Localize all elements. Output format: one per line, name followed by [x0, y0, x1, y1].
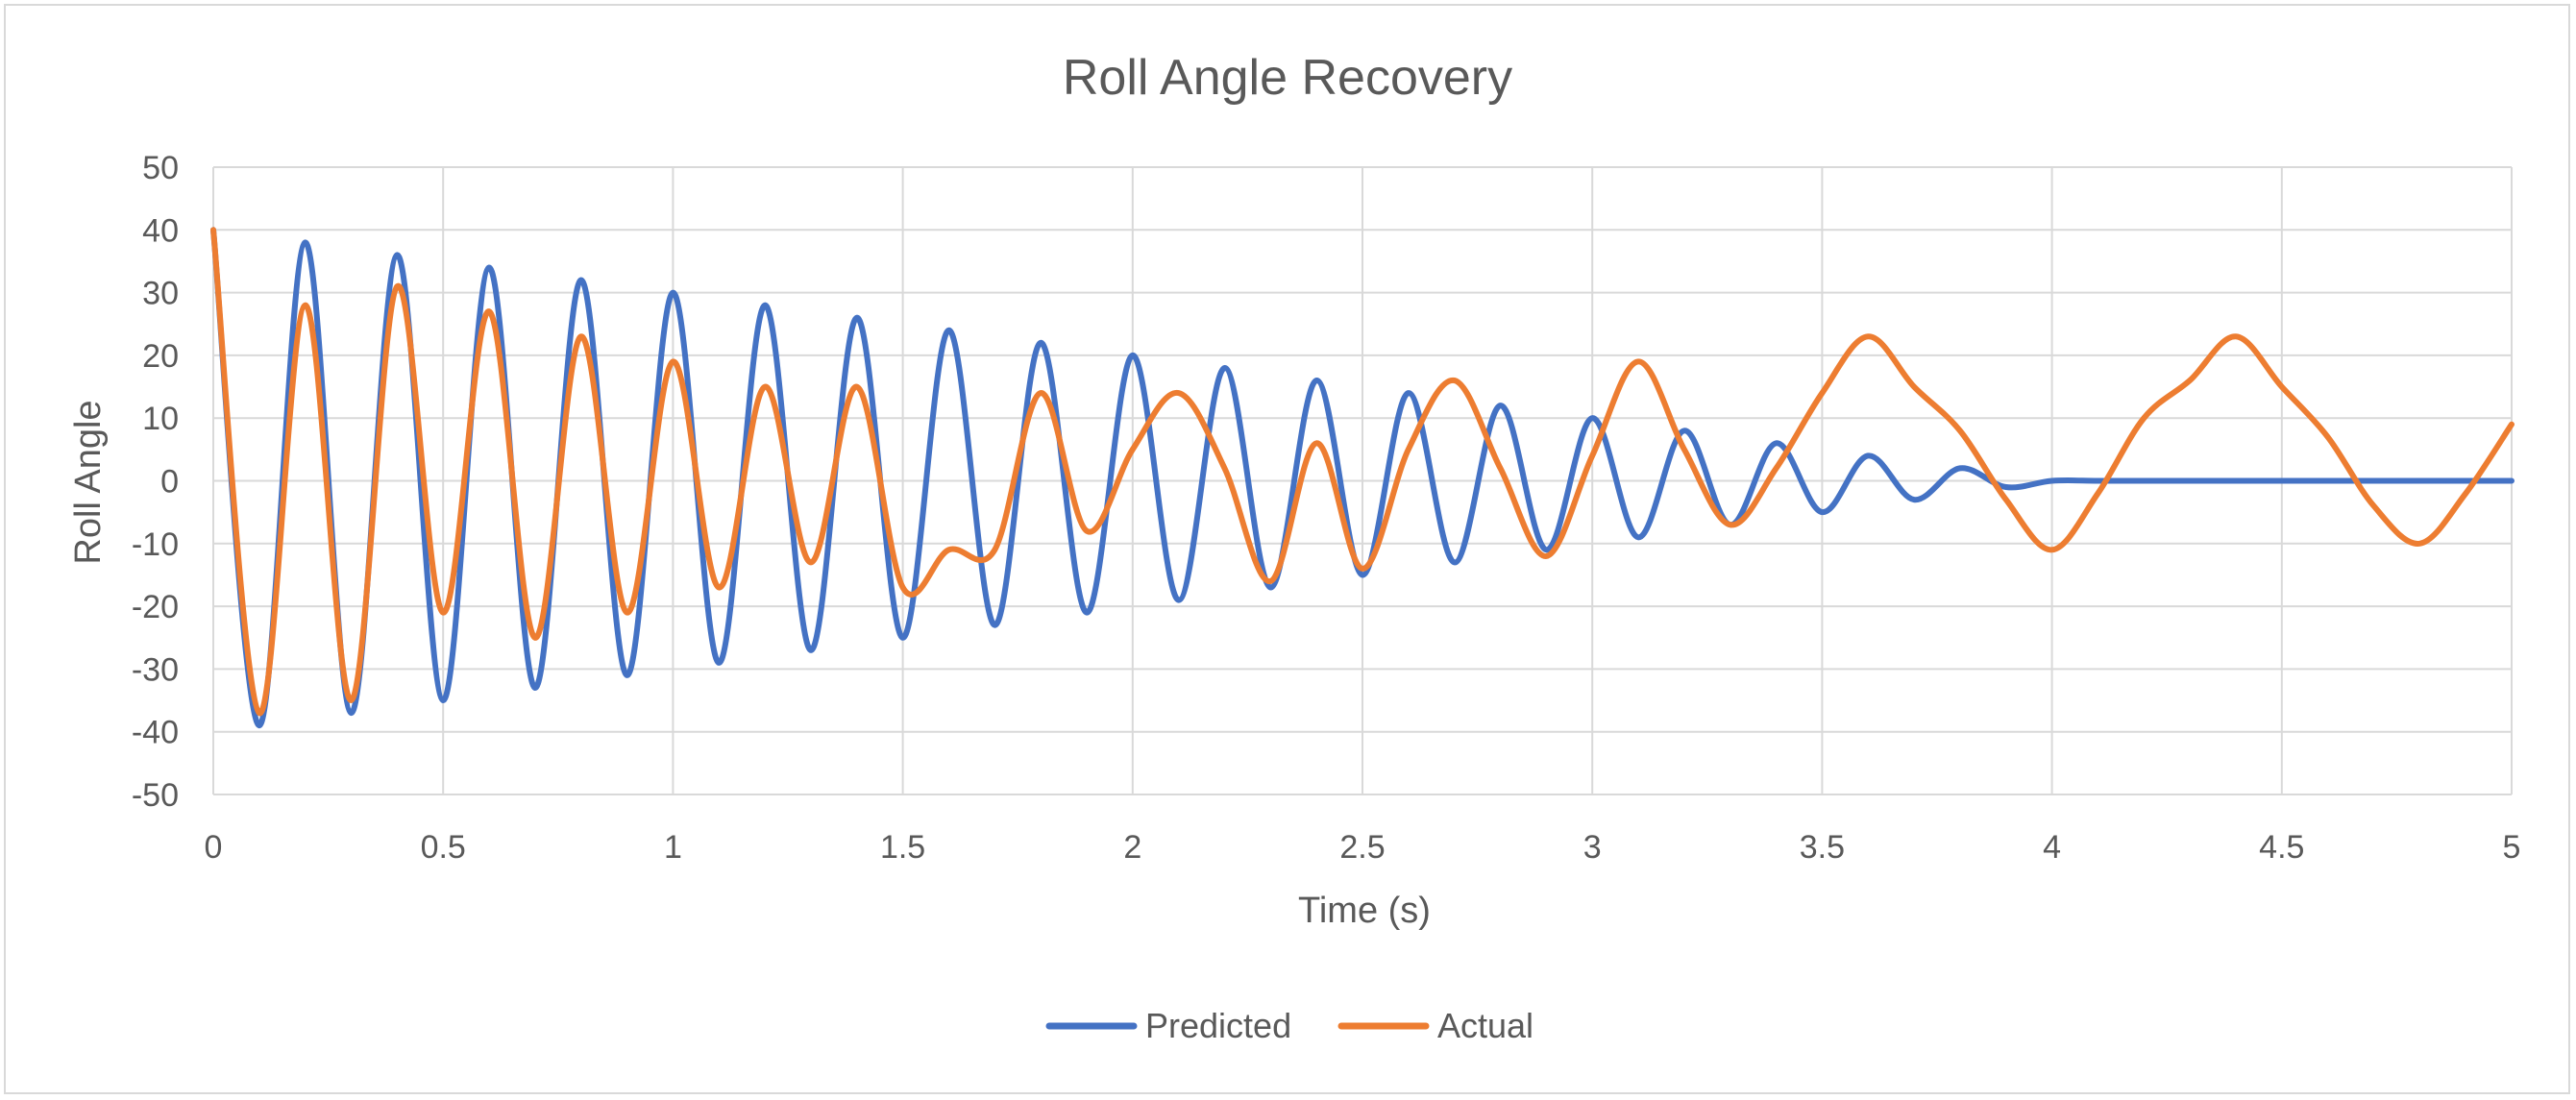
y-tick-label: -50: [132, 777, 179, 814]
y-tick-label: -30: [132, 651, 179, 688]
legend-item-actual: Actual: [1337, 1006, 1533, 1045]
legend-item-predicted: Predicted: [1045, 1006, 1291, 1045]
x-tick-label: 5: [2503, 829, 2521, 866]
y-tick-label: -20: [132, 589, 179, 625]
x-tick-label: 2: [1123, 829, 1141, 866]
x-tick-label: 2.5: [1339, 829, 1385, 866]
y-tick-label: 0: [160, 464, 179, 501]
x-tick-label: 3.5: [1800, 829, 1845, 866]
legend: Predicted Actual: [1045, 1006, 1533, 1045]
x-tick-label: 0.5: [421, 829, 466, 866]
chart-title: Roll Angle Recovery: [1063, 50, 1512, 106]
y-axis-title: Roll Angle: [68, 400, 109, 564]
series-lines: [210, 227, 2515, 729]
x-tick-label: 3: [1583, 829, 1602, 866]
y-tick-label: -10: [132, 526, 179, 563]
y-tick-label: 40: [142, 212, 179, 249]
y-tick-label: 10: [142, 401, 179, 437]
x-tick-label: 4.5: [2259, 829, 2304, 866]
series-line-actual: [210, 227, 2515, 717]
legend-label: Actual: [1437, 1006, 1533, 1045]
y-tick-label: 30: [142, 276, 179, 312]
x-tick-label: 1.5: [880, 829, 925, 866]
x-tick-label: 0: [205, 829, 223, 866]
y-axis-ticks: 50 40 30 20 10 0 -10 -20 -30 -40 -50: [132, 150, 179, 814]
x-tick-label: 1: [664, 829, 682, 866]
x-axis-title: Time (s): [1298, 891, 1431, 931]
x-tick-label: 4: [2043, 829, 2061, 866]
y-tick-label: -40: [132, 715, 179, 751]
y-tick-label: 50: [142, 150, 179, 186]
x-axis-ticks: 0 0.5 1 1.5 2 2.5 3 3.5 4 4.5 5: [205, 829, 2521, 866]
legend-label: Predicted: [1145, 1006, 1291, 1045]
y-tick-label: 20: [142, 338, 179, 375]
